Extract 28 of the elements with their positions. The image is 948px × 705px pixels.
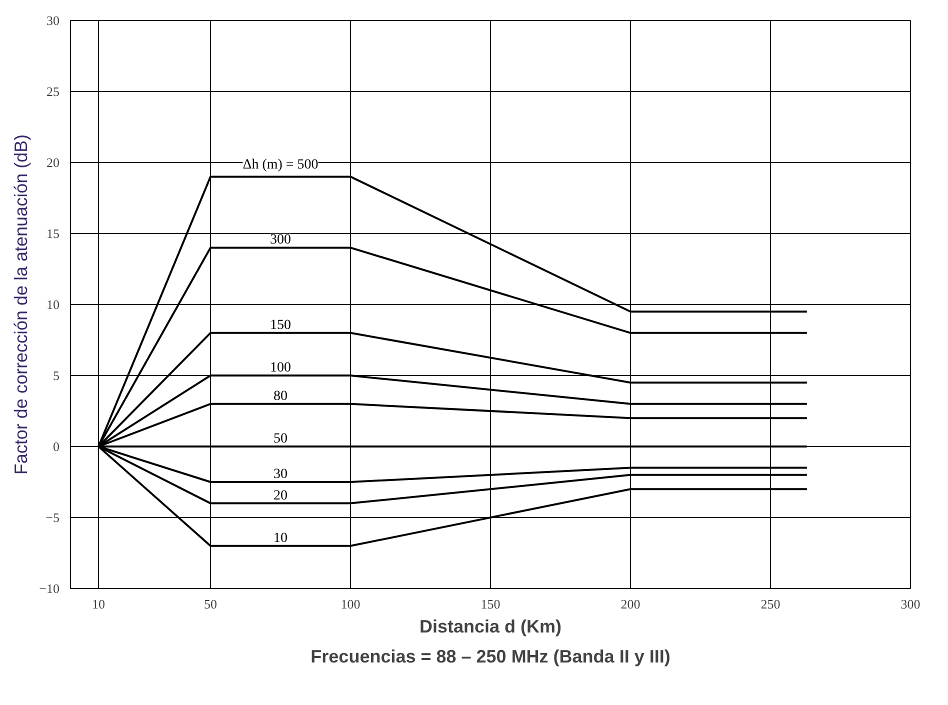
series-label: 30 <box>274 467 288 482</box>
series-label: Δh (m) = 500 <box>242 158 318 173</box>
y-tick-label: 15 <box>46 226 60 241</box>
y-tick-label: 25 <box>46 84 60 99</box>
text: Frecuencias = 88 – 250 MHz (Banda II y III) <box>310 646 670 666</box>
series-label: 100 <box>270 360 291 376</box>
series-label: 80 <box>274 388 288 404</box>
y-tick-label: 20 <box>46 155 60 170</box>
y-tick-label: 30 <box>46 13 60 28</box>
x-tick-label: 100 <box>340 596 360 612</box>
x-axis-title: Distancia d (Km) <box>419 616 562 636</box>
y-tick-label: 10 <box>46 297 60 312</box>
y-tick-label: −10 <box>39 581 60 596</box>
x-tick-label: 10 <box>92 596 105 612</box>
series-label: 300 <box>270 232 291 248</box>
y-tick-label: −5 <box>46 510 60 525</box>
series-label: 10 <box>274 530 288 546</box>
y-tick-label: 0 <box>53 439 60 454</box>
series-label: 50 <box>274 432 288 446</box>
x-tick-label: 50 <box>204 596 217 612</box>
series-label: 20 <box>274 488 288 504</box>
x-tick-label: 250 <box>760 596 780 612</box>
x-tick-label: 300 <box>900 596 920 612</box>
x-tick-label: 150 <box>480 596 500 612</box>
x-tick-label: 200 <box>620 596 640 612</box>
y-tick-label: 5 <box>53 368 60 383</box>
series-label: 150 <box>270 318 291 333</box>
y-axis-title: Factor de corrección de la atenuación (dB) <box>11 134 32 475</box>
